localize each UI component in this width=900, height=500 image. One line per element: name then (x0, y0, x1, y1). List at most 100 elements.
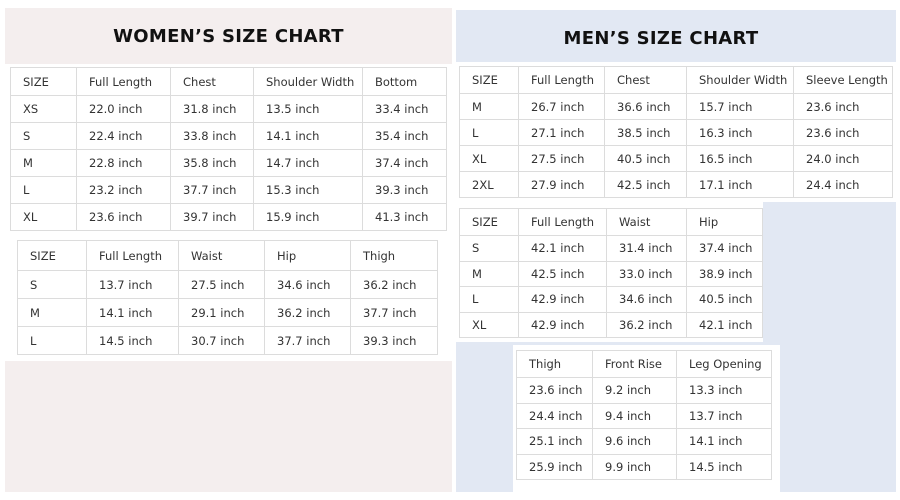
table-row: XL 23.6 inch 39.7 inch 15.9 inch 41.3 inch (10, 203, 447, 231)
cell: 29.1 inch (178, 298, 265, 327)
header-cell: Front Rise (592, 350, 677, 378)
men-title: MEN’S SIZE CHART (563, 28, 759, 49)
cell: 36.2 inch (350, 270, 438, 299)
cell: 42.9 inch (518, 311, 607, 338)
table-row: L 27.1 inch 38.5 inch 16.3 inch 23.6 inch (459, 119, 893, 146)
cell: 34.6 inch (264, 270, 351, 299)
cell: 42.5 inch (518, 260, 607, 287)
header-cell: Bottom (362, 67, 447, 96)
table-row: M 42.5 inch 33.0 inch 38.9 inch (459, 260, 763, 287)
cell: 38.9 inch (686, 260, 763, 287)
cell: 23.6 inch (76, 203, 171, 231)
cell: S (10, 122, 77, 150)
header-row: Thigh Front Rise Leg Opening (516, 350, 772, 378)
cell: 40.5 inch (686, 286, 763, 313)
header-cell: Hip (686, 208, 763, 236)
cell: 27.5 inch (518, 145, 605, 172)
cell: S (17, 270, 87, 299)
cell: 42.5 inch (604, 171, 687, 198)
table-row: XL 27.5 inch 40.5 inch 16.5 inch 24.0 inch (459, 145, 893, 172)
header-cell: Full Length (518, 66, 605, 94)
header-cell: Shoulder Width (253, 67, 363, 96)
cell: M (459, 260, 519, 287)
cell: 31.8 inch (170, 95, 254, 123)
header-row: SIZE Full Length Waist Hip Thigh (17, 240, 438, 271)
cell: 14.5 inch (676, 453, 772, 480)
header-cell: Waist (606, 208, 687, 236)
cell: 14.1 inch (676, 428, 772, 455)
cell: 42.1 inch (518, 235, 607, 262)
cell: 38.5 inch (604, 119, 687, 146)
cell: XL (459, 145, 519, 172)
cell: 37.4 inch (686, 235, 763, 262)
table-row: 2XL 27.9 inch 42.5 inch 17.1 inch 24.4 inch (459, 171, 893, 198)
cell: 27.5 inch (178, 270, 265, 299)
cell: 13.3 inch (676, 377, 772, 404)
table-row: XL 42.9 inch 36.2 inch 42.1 inch (459, 311, 763, 338)
cell: 40.5 inch (604, 145, 687, 172)
header-row: SIZE Full Length Chest Shoulder Width Bottom (10, 67, 447, 96)
cell: 24.4 inch (516, 402, 593, 429)
header-cell: Chest (604, 66, 687, 94)
header-cell: SIZE (10, 67, 77, 96)
header-cell: SIZE (17, 240, 87, 271)
cell: 9.9 inch (592, 453, 677, 480)
cell: M (17, 298, 87, 327)
cell: 42.9 inch (518, 286, 607, 313)
cell: 36.2 inch (606, 311, 687, 338)
cell: 23.6 inch (793, 119, 893, 146)
cell: 14.5 inch (86, 326, 179, 355)
table-row: M 26.7 inch 36.6 inch 15.7 inch 23.6 inch (459, 93, 893, 120)
cell: 37.7 inch (170, 176, 254, 204)
cell: 27.1 inch (518, 119, 605, 146)
cell: 9.2 inch (592, 377, 677, 404)
header-cell: Full Length (86, 240, 179, 271)
cell: 13.7 inch (86, 270, 179, 299)
header-cell: Sleeve Length (793, 66, 893, 94)
cell: 17.1 inch (686, 171, 794, 198)
cell: 33.8 inch (170, 122, 254, 150)
table-row: M 22.8 inch 35.8 inch 14.7 inch 37.4 inch (10, 149, 447, 177)
cell: 14.7 inch (253, 149, 363, 177)
cell: 22.0 inch (76, 95, 171, 123)
cell: 25.9 inch (516, 453, 593, 480)
cell: 30.7 inch (178, 326, 265, 355)
cell: 39.7 inch (170, 203, 254, 231)
cell: 24.0 inch (793, 145, 893, 172)
header-cell: Thigh (350, 240, 438, 271)
header-cell: Shoulder Width (686, 66, 794, 94)
cell: L (17, 326, 87, 355)
cell: 9.6 inch (592, 428, 677, 455)
women-title: WOMEN’S SIZE CHART (113, 26, 344, 47)
cell: 13.5 inch (253, 95, 363, 123)
header-cell: Thigh (516, 350, 593, 378)
cell: L (459, 119, 519, 146)
cell: 9.4 inch (592, 402, 677, 429)
table-row: M 14.1 inch 29.1 inch 36.2 inch 37.7 inch (17, 298, 438, 327)
cell: 27.9 inch (518, 171, 605, 198)
cell: 41.3 inch (362, 203, 447, 231)
cell: 25.1 inch (516, 428, 593, 455)
table-row: L 42.9 inch 34.6 inch 40.5 inch (459, 286, 763, 313)
cell: 16.5 inch (686, 145, 794, 172)
cell: XS (10, 95, 77, 123)
size-table: SIZE Full Length Waist Hip Thigh S 13.7 inch 27… (17, 240, 438, 355)
header-cell: SIZE (459, 208, 519, 236)
cell: 37.7 inch (264, 326, 351, 355)
cell: L (10, 176, 77, 204)
cell: L (459, 286, 519, 313)
cell: 33.4 inch (362, 95, 447, 123)
table-row: S 42.1 inch 31.4 inch 37.4 inch (459, 235, 763, 262)
cell: 33.0 inch (606, 260, 687, 287)
header-row: SIZE Full Length Waist Hip (459, 208, 763, 236)
cell: 15.7 inch (686, 93, 794, 120)
cell: 36.2 inch (264, 298, 351, 327)
cell: 35.8 inch (170, 149, 254, 177)
header-cell: Full Length (518, 208, 607, 236)
table-row: 25.9 inch 9.9 inch 14.5 inch (516, 453, 772, 480)
size-table: Thigh Front Rise Leg Opening 23.6 inch 9.2 i… (516, 350, 772, 480)
table-row: L 23.2 inch 37.7 inch 15.3 inch 39.3 inch (10, 176, 447, 204)
cell: 13.7 inch (676, 402, 772, 429)
cell: 23.6 inch (793, 93, 893, 120)
